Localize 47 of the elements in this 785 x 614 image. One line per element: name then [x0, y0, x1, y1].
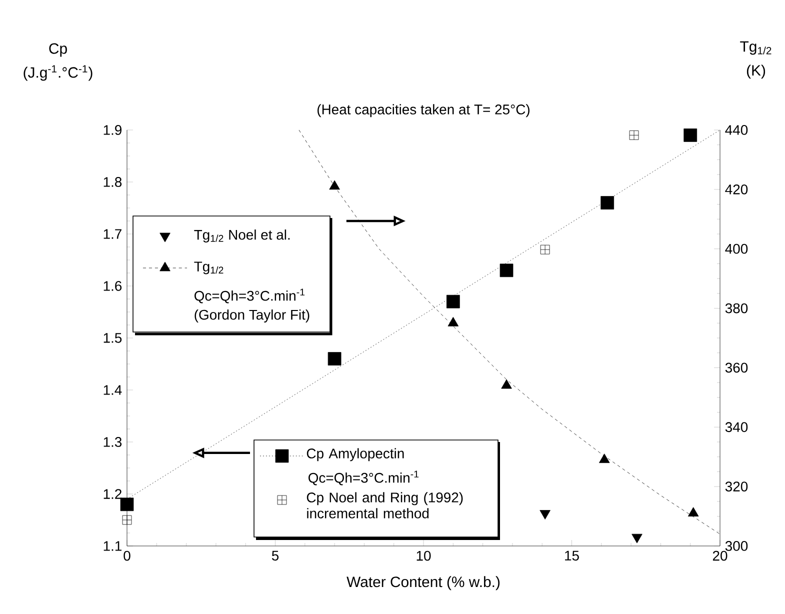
y-tick-label: 1.4	[104, 385, 122, 395]
annotation: (Gordon Taylor Fit)	[194, 309, 310, 322]
y-tick-label: 1.9	[104, 125, 122, 135]
x-tick-label: 20	[712, 550, 728, 561]
point	[328, 352, 342, 366]
y-tick-label: 1.8	[104, 177, 122, 187]
x-tick-label: 0	[124, 550, 130, 561]
y2-tick-label: 360	[725, 362, 748, 373]
legend-label: Cp Amylopectin	[306, 448, 404, 462]
annotation: Qc=Qh=3°C.min$^{-1}$	[194, 288, 305, 304]
point	[446, 294, 460, 308]
legend-label: Tg$_{1/2}$ Noel et al.	[194, 229, 290, 242]
y-axis-title: Cp (J.g$^{-1}$.°C$^{-1}$)	[24, 43, 92, 81]
x-tick-label: 10	[416, 550, 431, 561]
y-tick-label: 1.5	[104, 333, 122, 343]
point	[501, 379, 512, 389]
point	[500, 264, 514, 278]
point	[629, 130, 639, 140]
point	[599, 454, 610, 464]
point	[540, 244, 550, 254]
x-tick-label: 15	[565, 550, 579, 561]
y-tick-label: 1.2	[104, 489, 122, 499]
point	[684, 128, 698, 142]
legend-label: Tg$_{1/2}$	[194, 262, 224, 274]
y-tick-label: 1.6	[104, 281, 122, 291]
point	[688, 507, 699, 516]
y-tick-label: 1.7	[104, 229, 122, 239]
y2-tick-label: 440	[725, 125, 748, 135]
point	[329, 180, 340, 190]
chart-title: (Heat capacities taken at T= 25°C)	[318, 104, 530, 118]
point	[120, 498, 134, 512]
y2-axis-title: Tg$_{1/2}$ (K)	[740, 41, 772, 79]
annotation: Qc=Qh=3°C.min$^{-1}$	[308, 470, 419, 486]
y2-tick-label: 340	[725, 422, 748, 432]
point	[448, 316, 459, 326]
y2-tick-label: 400	[725, 244, 748, 254]
y2-tick-label: 300	[725, 541, 748, 551]
legend-label: Cp Noel and Ring (1992) incremental method	[306, 492, 463, 518]
x-tick-label: 5	[272, 550, 279, 561]
y2-tick-label: 380	[725, 303, 748, 314]
y-tick-label: 1.3	[104, 437, 122, 447]
y2-tick-label: 320	[725, 482, 748, 492]
y2-tick-label: 420	[725, 184, 748, 194]
x-axis-title: Water Content (% w.b.)	[346, 576, 500, 590]
point	[122, 515, 132, 525]
point	[600, 196, 614, 210]
y-tick-label: 1.1	[104, 541, 122, 551]
